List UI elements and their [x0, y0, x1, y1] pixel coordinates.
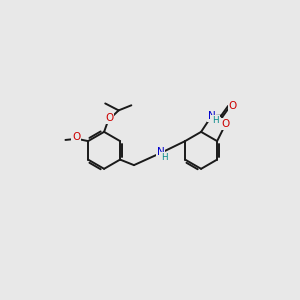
Text: O: O [229, 101, 237, 111]
Text: O: O [72, 132, 80, 142]
Text: H: H [161, 153, 167, 162]
Text: O: O [221, 119, 230, 129]
Text: O: O [105, 113, 113, 123]
Text: N: N [208, 111, 215, 121]
Text: N: N [157, 147, 164, 157]
Text: H: H [212, 116, 219, 125]
